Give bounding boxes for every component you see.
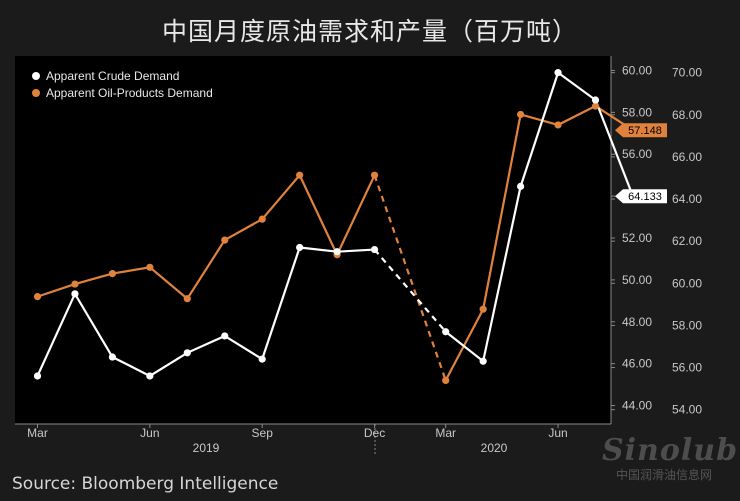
x-tick-label: Jun <box>140 426 159 440</box>
data-point-products <box>479 305 487 313</box>
source-note: Source: Bloomberg Intelligence <box>12 474 279 494</box>
data-point-products <box>71 280 79 288</box>
y-right-tick-label: 54.00 <box>672 403 702 417</box>
data-point-products <box>108 270 116 278</box>
data-point-products <box>183 295 191 303</box>
data-point-products <box>258 215 266 223</box>
data-point-products <box>591 102 600 110</box>
end-label-products: 57.148 <box>628 125 662 137</box>
series-line-products <box>37 173 376 301</box>
data-point-crude <box>333 248 341 256</box>
data-point-products <box>33 293 42 301</box>
x-tick-label: Mar <box>435 426 456 440</box>
legend-marker-products <box>32 89 40 97</box>
y-right-tick-label: 58.00 <box>672 318 702 332</box>
data-point-crude <box>183 349 191 357</box>
end-label-box-crude <box>615 189 667 204</box>
series-gap-crude <box>373 248 447 333</box>
x-year-label: 2020 <box>481 441 508 455</box>
y-left-tick-label: 46.00 <box>622 357 652 371</box>
legend-label-crude: Apparent Crude Demand <box>46 69 179 83</box>
y-left-tick-label: 48.00 <box>622 315 652 329</box>
legend-marker-crude <box>32 72 40 80</box>
x-tick-label: Sep <box>252 426 274 440</box>
y-left-tick-label: 50.00 <box>622 273 652 287</box>
series-line-products <box>444 104 634 381</box>
x-year-label: 2019 <box>193 441 220 455</box>
legend: Apparent Crude Demand Apparent Oil-Produ… <box>22 62 232 104</box>
data-point-crude <box>554 69 562 77</box>
y-left-tick-label: 44.00 <box>622 399 652 413</box>
data-point-products <box>296 171 304 179</box>
y-right-tick-label: 64.00 <box>672 192 702 206</box>
data-point-crude <box>71 290 79 298</box>
legend-label-products: Apparent Oil-Products Demand <box>46 86 213 100</box>
end-label-crude: 64.133 <box>628 191 662 203</box>
data-point-crude <box>221 332 229 340</box>
y-right-tick-label: 68.00 <box>672 108 702 122</box>
data-point-crude <box>442 328 450 336</box>
y-right-tick-label: 66.00 <box>672 150 702 164</box>
series-line-crude <box>445 70 634 364</box>
y-right-tick-label: 70.00 <box>672 66 702 80</box>
data-point-crude <box>108 353 116 361</box>
data-point-products <box>554 121 562 129</box>
data-point-crude <box>370 245 379 254</box>
x-tick-label: Mar <box>27 426 48 440</box>
plot-area <box>15 56 611 424</box>
series-gap-products <box>373 174 447 381</box>
y-left-tick-label: 60.00 <box>622 63 652 77</box>
data-point-crude <box>296 243 304 252</box>
chart-title: 中国月度原油需求和产量（百万吨） <box>161 17 578 46</box>
data-point-crude <box>258 355 266 363</box>
watermark-logo: Sinolub <box>602 433 739 468</box>
series-line-crude <box>36 246 375 378</box>
data-point-crude <box>146 372 154 380</box>
y-right-tick-label: 56.00 <box>672 361 702 375</box>
data-point-products <box>370 171 379 179</box>
y-left-tick-label: 52.00 <box>622 231 652 245</box>
data-point-products <box>221 236 229 244</box>
y-left-tick-label: 58.00 <box>622 105 652 119</box>
y-left-tick-label: 56.00 <box>622 147 652 161</box>
y-right-tick-label: 62.00 <box>672 234 702 248</box>
end-label-box-products <box>615 123 667 138</box>
watermark: Sinolub 中国润滑油信息网 <box>602 433 739 483</box>
data-point-crude <box>479 357 487 365</box>
x-tick-label: Jun <box>548 426 567 440</box>
x-tick-label: Dec <box>364 426 385 440</box>
data-point-products <box>442 376 450 384</box>
data-point-crude <box>33 372 42 380</box>
y-right-tick-label: 60.00 <box>672 276 702 290</box>
data-point-crude <box>591 96 600 104</box>
data-point-crude <box>517 182 525 190</box>
data-point-products <box>146 263 154 271</box>
data-point-products <box>517 110 525 119</box>
watermark-site: 中国润滑油信息网 <box>615 468 712 482</box>
